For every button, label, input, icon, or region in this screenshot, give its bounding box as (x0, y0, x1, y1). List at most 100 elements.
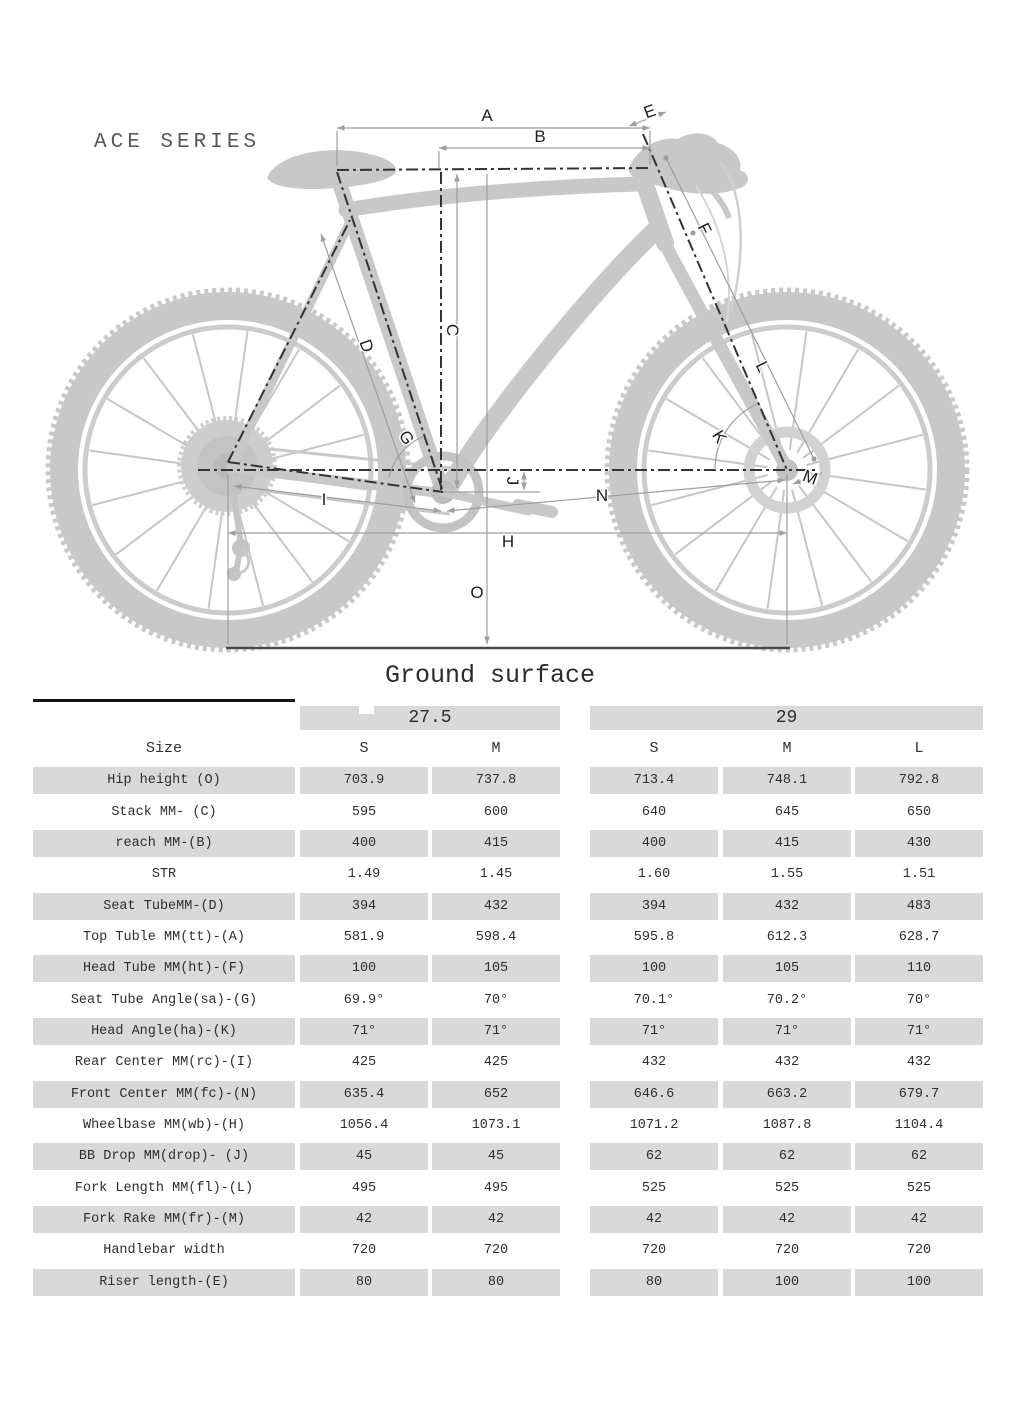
spec-value: 400 (590, 829, 718, 857)
spec-value: 45 (300, 1143, 428, 1171)
spec-row-label: Handlebar width (103, 1243, 225, 1259)
spec-value: 415 (432, 829, 560, 857)
dim-D (320, 233, 416, 504)
spec-value: 71° (855, 1017, 983, 1045)
spec-value: 394 (590, 892, 718, 920)
spec-value: 71° (300, 1017, 428, 1045)
spec-value: 432 (906, 1055, 932, 1071)
spec-value: 1104.4 (894, 1117, 944, 1133)
ground-surface-label: Ground surface (385, 661, 595, 690)
bike-geometry-diagram: A B C D E F G H I J K L M N O Ground sur… (45, 99, 970, 690)
label-J: J (503, 477, 522, 486)
spec-value: 80 (300, 1268, 428, 1296)
spec-value: 425 (483, 1055, 509, 1071)
spec-value: 432 (641, 1055, 667, 1071)
dim-E (628, 111, 667, 127)
spec-row-label: Rear Center MM(rc)-(I) (74, 1055, 254, 1071)
spec-value: 679.7 (855, 1080, 983, 1108)
spec-value: 525 (774, 1180, 800, 1196)
size-col-29-m: M (782, 739, 792, 757)
spec-value: 70° (483, 992, 509, 1008)
spec-value: 100 (590, 955, 718, 983)
spec-value: 646.6 (590, 1080, 718, 1108)
head-tube (631, 161, 674, 252)
spec-value: 720 (641, 1243, 667, 1259)
label-I: I (322, 490, 327, 509)
pedal (512, 499, 558, 518)
label-E: E (641, 101, 658, 123)
spec-value: 1056.4 (339, 1117, 389, 1133)
wheel-group-header-27-5: 27.5 (300, 706, 560, 730)
size-col-29-l: L (914, 739, 924, 757)
label-N: N (596, 486, 608, 505)
effective-top-tube-axis (336, 167, 649, 171)
spec-value: 105 (432, 955, 560, 983)
spec-value: 720 (351, 1243, 377, 1259)
spec-value: 650 (906, 804, 932, 820)
spec-value: 430 (855, 829, 983, 857)
spec-row-label: Wheelbase MM(wb)-(H) (82, 1117, 246, 1133)
spec-row-label: Top Tuble MM(tt)-(A) (82, 929, 246, 945)
spec-row-label: BB Drop MM(drop)- (J) (33, 1143, 295, 1171)
spec-value: 495 (351, 1180, 377, 1196)
spec-value: 720 (483, 1243, 509, 1259)
spec-value: 737.8 (432, 767, 560, 795)
dim-I (233, 483, 442, 514)
chain-loop (233, 546, 251, 576)
spec-value: 703.9 (300, 767, 428, 795)
spec-row-label: Seat Tube Angle(sa)-(G) (70, 992, 258, 1008)
dimension-labels: A B C D E F G H I J K L M N O (320, 99, 821, 603)
spec-value: 70.1° (633, 992, 675, 1008)
spec-value: 70° (906, 992, 932, 1008)
spec-row-label: Seat TubeMM-(D) (33, 892, 295, 920)
spec-value: 1.45 (479, 867, 513, 883)
label-B: B (534, 127, 545, 146)
spec-row-label: Fork Length MM(fl)-(L) (74, 1180, 254, 1196)
spec-value: 598.4 (475, 929, 517, 945)
spec-value: 713.4 (590, 767, 718, 795)
spec-row-label: STR (151, 867, 177, 883)
spec-value: 1073.1 (471, 1117, 521, 1133)
spec-value: 80 (432, 1268, 560, 1296)
spec-value: 432 (774, 1055, 800, 1071)
cassette-teeth (177, 416, 277, 516)
steering-axis (642, 133, 788, 471)
spec-value: 432 (723, 892, 851, 920)
spec-value: 105 (723, 955, 851, 983)
spec-value: 394 (300, 892, 428, 920)
down-tube (438, 220, 666, 499)
spec-value: 42 (855, 1205, 983, 1233)
spec-value: 652 (432, 1080, 560, 1108)
label-A: A (481, 106, 493, 125)
label-O: O (470, 583, 483, 602)
spec-value: 415 (723, 829, 851, 857)
spec-value: 595 (351, 804, 377, 820)
dim-tick (811, 456, 817, 462)
spec-row-label: reach MM-(B) (33, 829, 295, 857)
spec-value: 42 (723, 1205, 851, 1233)
spec-value: 748.1 (723, 767, 851, 795)
saddle (267, 150, 397, 189)
spec-value: 635.4 (300, 1080, 428, 1108)
spec-value: 1.60 (637, 867, 671, 883)
spec-value: 80 (590, 1268, 718, 1296)
spec-value: 483 (855, 892, 983, 920)
spec-value: 100 (723, 1268, 851, 1296)
spec-row-label: Front Center MM(fc)-(N) (33, 1080, 295, 1108)
dim-M (792, 472, 823, 485)
spec-row-label: Riser length-(E) (33, 1268, 295, 1296)
spec-value: 525 (906, 1180, 932, 1196)
fork (656, 233, 791, 470)
dim-tick (663, 155, 669, 161)
spec-row-label: Head Angle(ha)-(K) (33, 1017, 295, 1045)
size-row-label: Size (145, 739, 182, 757)
spec-value: 45 (432, 1143, 560, 1171)
bike-silhouette (45, 133, 970, 653)
spec-value: 595.8 (633, 929, 675, 945)
brake-cable (719, 161, 742, 313)
spec-value: 62 (723, 1143, 851, 1171)
wheel-group-header-29: 29 (590, 706, 983, 730)
spec-value: 432 (432, 892, 560, 920)
spec-row-label: Hip height (O) (33, 767, 295, 795)
spec-value: 645 (774, 804, 800, 820)
